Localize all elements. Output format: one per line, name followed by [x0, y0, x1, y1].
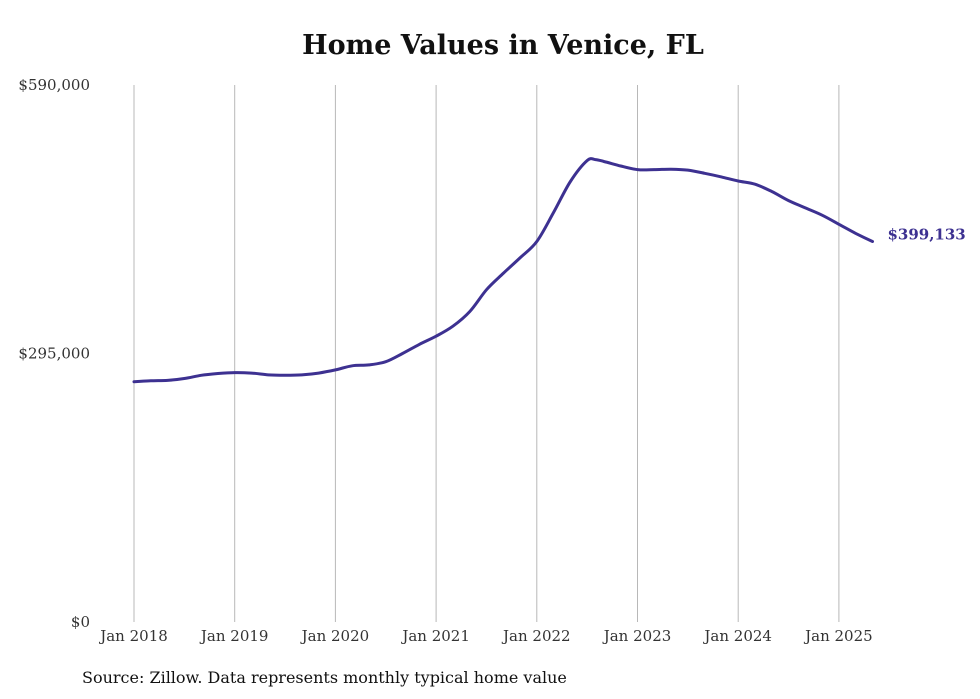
x-tick-label: Jan 2023: [602, 627, 672, 645]
source-note: Source: Zillow. Data represents monthly …: [82, 668, 567, 687]
x-tick-label: Jan 2024: [702, 627, 772, 645]
y-tick-label: $295,000: [18, 345, 90, 363]
x-tick-label: Jan 2025: [803, 627, 873, 645]
x-tick-label: Jan 2022: [501, 627, 571, 645]
series-line: [132, 157, 874, 384]
x-tick-label: Jan 2021: [400, 627, 470, 645]
x-tick-label: Jan 2018: [98, 627, 168, 645]
y-tick-label: $590,000: [18, 76, 90, 94]
y-tick-label: $0: [71, 613, 90, 631]
chart-title: Home Values in Venice, FL: [302, 30, 704, 61]
x-tick-label: Jan 2020: [300, 627, 370, 645]
end-value-label: $399,133: [887, 226, 965, 244]
x-tick-label: Jan 2019: [199, 627, 269, 645]
